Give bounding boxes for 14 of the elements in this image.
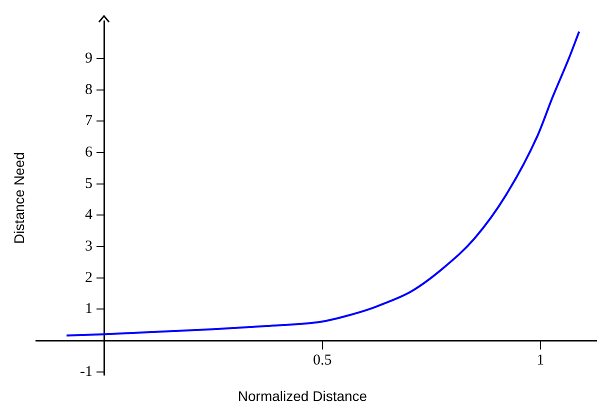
y-tick-label: 3: [84, 238, 92, 254]
y-tick-label: 8: [84, 82, 92, 98]
y-axis-title: Distance Need: [11, 152, 28, 244]
y-tick-label: 5: [84, 176, 92, 192]
y-tick-label: 1: [84, 301, 92, 318]
x-tick-label: 0.5: [313, 352, 332, 368]
y-tick-label: 2: [84, 270, 92, 286]
line-series: [66, 30, 580, 337]
y-tick-label: 4: [84, 207, 93, 224]
y-tick-label: -1: [80, 364, 92, 380]
y-tick-label: 9: [84, 50, 92, 67]
y-tick-label: 7: [84, 113, 93, 130]
y-tick-label: 6: [84, 144, 93, 161]
x-axis-title: Normalized Distance: [236, 388, 368, 404]
